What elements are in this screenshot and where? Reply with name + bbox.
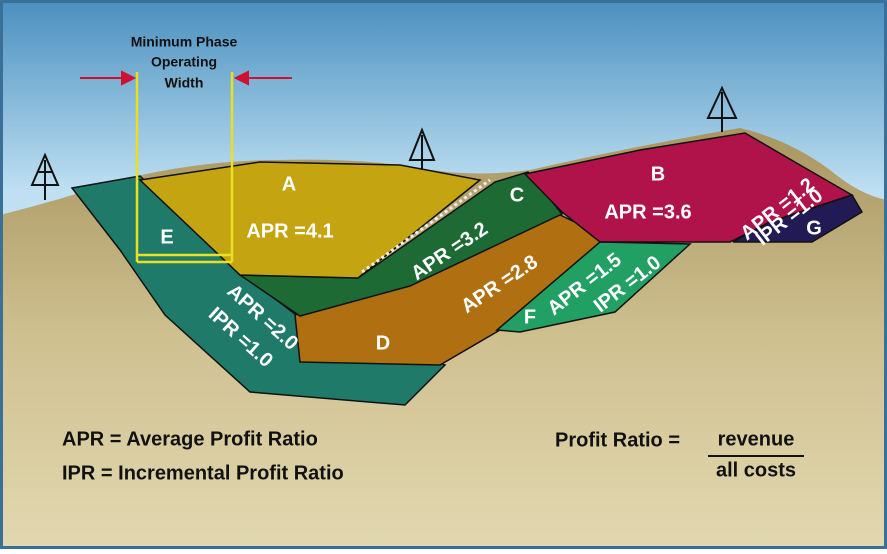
legend-entry: APR = Average Profit Ratio	[62, 428, 318, 450]
width-label: Operating	[151, 54, 217, 70]
legend-entry: IPR = Incremental Profit Ratio	[62, 462, 344, 484]
width-label: Minimum Phase	[131, 34, 238, 50]
width-arrows	[80, 70, 292, 86]
phase-letter: E	[160, 226, 173, 248]
phase-f	[495, 241, 692, 333]
phase-letter: D	[376, 332, 390, 354]
phase-label: APR =3.6	[604, 201, 691, 223]
phase-letter: C	[510, 184, 524, 206]
phase-letter: A	[282, 173, 296, 195]
formula-lhs: Profit Ratio =	[555, 429, 680, 451]
width-label: Width	[165, 75, 204, 91]
formula-denominator: all costs	[716, 459, 796, 481]
phase-a	[138, 161, 482, 279]
phase-g	[732, 194, 864, 243]
trees	[30, 85, 738, 200]
formula-numerator: revenue	[718, 428, 795, 450]
width-marker	[135, 72, 234, 264]
phase-letter: F	[524, 306, 536, 328]
phase-label: APR =4.1	[246, 220, 333, 242]
slope-hatch	[361, 178, 491, 274]
phase-letter: B	[651, 163, 665, 185]
phase-letter: G	[806, 217, 822, 239]
